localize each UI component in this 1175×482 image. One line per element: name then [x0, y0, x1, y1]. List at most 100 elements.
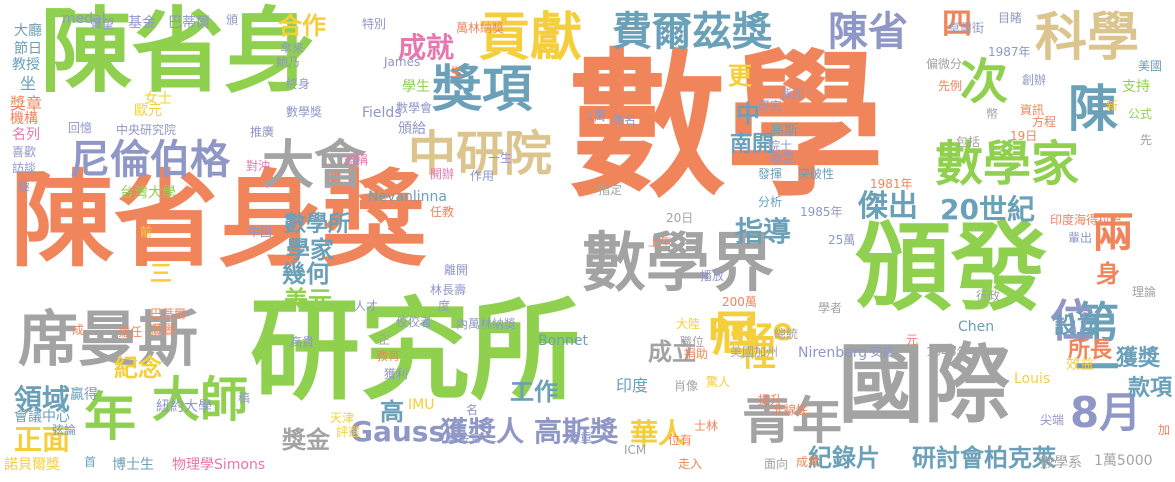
word-cloud-word: 特別	[362, 17, 387, 31]
word-cloud-word: 紐約大學	[156, 399, 212, 415]
word-cloud-word: 分析	[758, 195, 783, 209]
word-cloud-word: 公式	[1128, 107, 1153, 121]
word-cloud-word: 中央研究院	[116, 123, 177, 137]
word-cloud-word: 喜歡	[12, 145, 37, 159]
word-cloud-word: 名列	[12, 127, 40, 143]
word-cloud-word: 印度海得拉巴	[1050, 213, 1123, 227]
word-cloud-word: 度	[438, 299, 451, 313]
word-cloud-word: 提升	[758, 393, 783, 407]
word-cloud-word: 費爾茲獎	[612, 9, 772, 55]
word-cloud-word: 年	[84, 388, 137, 448]
word-cloud-word: 數學會	[396, 101, 433, 115]
word-cloud-word: 讚譽	[148, 323, 176, 339]
word-cloud-word: 終身	[286, 77, 311, 91]
word-cloud-word: 包括	[956, 135, 981, 149]
word-cloud-word: 身	[1096, 260, 1120, 288]
word-cloud-word: Chen	[958, 319, 995, 335]
word-cloud-word: 先	[1140, 133, 1153, 147]
word-cloud-word: 兩	[1092, 208, 1135, 257]
word-cloud-word: 紀錄片	[808, 444, 880, 472]
word-cloud-word: 人才	[354, 299, 379, 313]
word-cloud-word: 陳省身	[40, 0, 317, 105]
word-cloud-word: 1985年	[800, 205, 843, 219]
word-cloud-word: 三	[150, 262, 173, 287]
word-cloud-word: 1981年	[870, 177, 913, 191]
word-cloud-word: 成就	[398, 31, 455, 64]
word-cloud-word: 對沖	[246, 159, 271, 173]
word-cloud-word: 位	[1050, 296, 1094, 347]
word-cloud-word: 數學所	[284, 212, 351, 237]
word-cloud-word: 女士	[144, 91, 172, 107]
word-cloud-word: 更	[728, 62, 752, 90]
word-cloud-word: 作用	[470, 169, 495, 183]
word-cloud-word: 19日	[1010, 129, 1038, 143]
word-cloud-word: 基金會	[446, 431, 483, 445]
word-cloud-word: 獲獎	[1116, 346, 1161, 371]
word-cloud-word: 台灣大學	[120, 185, 176, 201]
word-cloud-word: 陳	[1068, 80, 1118, 138]
word-cloud-word: 稿	[238, 391, 251, 405]
word-cloud-word: 數學	[568, 35, 884, 219]
word-cloud-word: 院士	[768, 139, 793, 153]
word-cloud-word: 高斯	[770, 123, 798, 139]
word-cloud-word: 前	[140, 225, 153, 239]
word-cloud-word: 傑出	[858, 189, 918, 224]
word-cloud-word: 方程	[1032, 115, 1057, 129]
word-cloud-word: 印度	[616, 376, 649, 395]
word-cloud-word: 1987年	[988, 45, 1031, 59]
word-cloud-word: 1946年	[926, 345, 969, 359]
word-cloud-word: 教育	[376, 349, 401, 363]
word-cloud-word: 數學系	[1040, 455, 1082, 471]
word-cloud-word: 指定	[598, 183, 623, 197]
word-cloud-word: 合作	[278, 12, 326, 40]
word-cloud-word: 柏克萊	[984, 444, 1056, 472]
word-cloud-word: 驚人	[706, 375, 731, 389]
word-cloud-word: 成立	[648, 338, 696, 366]
word-cloud-word: 為名	[612, 113, 637, 127]
word-cloud-word: Louis	[1014, 371, 1051, 387]
word-cloud-word: ICM	[624, 443, 647, 457]
word-cloud-word: 任教	[430, 205, 455, 219]
word-cloud-word: 卓爾街	[948, 21, 985, 35]
word-cloud-word: 美國加州	[730, 345, 779, 359]
word-cloud-word: 資訊	[1020, 103, 1045, 117]
word-cloud-word: 回憶	[68, 121, 93, 135]
word-cloud-word: 中研院	[408, 126, 553, 182]
word-cloud-word: 推廣	[250, 125, 275, 139]
word-cloud-word: 發揮	[758, 167, 783, 181]
word-cloud-word: 獲利	[384, 367, 409, 381]
word-cloud-word: 南開	[730, 132, 775, 157]
word-cloud-word: 20日	[666, 211, 694, 225]
word-cloud-word: 款項	[1128, 376, 1173, 401]
word-cloud-word: 肖像	[674, 379, 699, 393]
word-cloud-word: 200萬	[722, 295, 757, 309]
word-cloud-word: 開辦	[430, 167, 455, 181]
word-cloud-word: 25萬	[828, 233, 856, 247]
word-cloud-word: 訪談	[12, 161, 37, 175]
word-cloud-word: Gauss	[350, 415, 446, 448]
word-cloud-word: 面向	[764, 457, 789, 471]
word-cloud-word: 指導	[735, 215, 792, 248]
word-cloud-word: 大會	[262, 136, 367, 196]
word-cloud-word: 萬林納獎	[456, 21, 505, 35]
word-cloud-word: 博士生	[112, 457, 154, 473]
word-cloud-word: 工作	[510, 378, 558, 406]
word-cloud-word: Simons	[214, 457, 266, 473]
word-cloud-word: 巴蒂爾	[168, 15, 210, 31]
word-cloud-word: 幾何	[282, 260, 330, 288]
word-cloud-word: 加	[1158, 423, 1171, 437]
word-cloud-word: 裡	[740, 333, 777, 374]
word-cloud-word: 行政	[976, 289, 1001, 303]
word-cloud-word: Prize	[708, 313, 793, 348]
word-cloud-word: 所長	[1068, 338, 1113, 363]
word-cloud-word: 聲望	[90, 17, 115, 31]
word-cloud-word: 物理學	[172, 457, 214, 473]
word-cloud-word: 歐元	[134, 103, 162, 119]
word-cloud-word: 職位	[680, 335, 705, 349]
word-cloud-word: 尼倫伯格	[70, 137, 230, 183]
word-cloud-word: 贏得	[70, 387, 98, 403]
word-cloud-word: James	[384, 55, 421, 69]
word-cloud-word: 中	[736, 100, 760, 128]
word-cloud-word: 頒給	[398, 121, 426, 137]
